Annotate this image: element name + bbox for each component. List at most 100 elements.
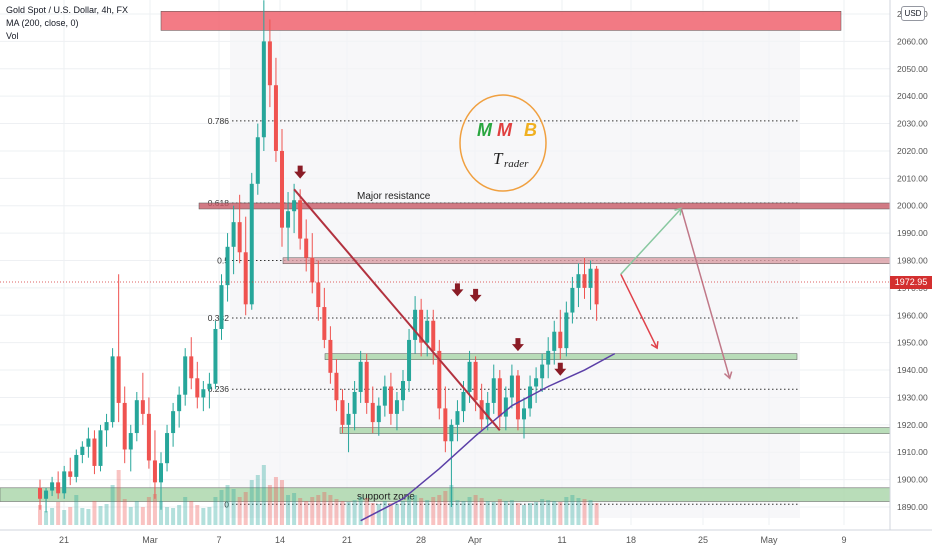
candle-body xyxy=(201,389,206,398)
candle-body xyxy=(522,408,526,420)
candle-body xyxy=(358,361,363,392)
zone-box xyxy=(282,257,891,265)
signal-arrows xyxy=(294,165,567,376)
volume-bar xyxy=(431,497,436,525)
candle-body xyxy=(491,378,496,403)
projection-arrowhead-icon xyxy=(650,341,659,350)
candle-body xyxy=(98,430,103,466)
candle-body xyxy=(528,386,533,409)
y-tick-label: 1990.00 xyxy=(897,228,928,238)
volume-bar xyxy=(140,507,145,525)
indicator-ma: MA (200, close, 0) xyxy=(6,18,79,28)
volume-bar xyxy=(491,502,496,525)
volume-bar xyxy=(249,480,254,525)
trendline xyxy=(293,188,501,431)
volume-bar xyxy=(195,505,200,525)
candle-body xyxy=(588,268,593,288)
candle-body xyxy=(394,400,399,414)
volume-bar xyxy=(213,497,218,525)
volume-bar xyxy=(86,509,91,525)
volume-bar xyxy=(116,470,121,525)
candle-body xyxy=(56,482,61,494)
volume-bar xyxy=(231,489,236,525)
candle-body xyxy=(128,433,133,450)
candle-body xyxy=(273,85,278,151)
volume-bar xyxy=(50,508,55,525)
candle-body xyxy=(68,471,73,477)
candle-body xyxy=(413,309,418,340)
downtrend-line xyxy=(293,188,501,431)
fib-level-label: 0.236 xyxy=(208,384,230,394)
candle-body xyxy=(594,268,599,305)
volume-bar xyxy=(401,501,405,525)
candle-body xyxy=(213,328,218,384)
candle-body xyxy=(171,411,176,434)
x-tick-label: 21 xyxy=(59,535,69,545)
chart-legend: Gold Spot / U.S. Dollar, 4h, FX MA (200,… xyxy=(6,4,128,43)
volume-bar xyxy=(280,480,284,525)
down-arrow-icon xyxy=(469,288,482,302)
currency-button[interactable]: USD xyxy=(901,6,925,21)
candle-body xyxy=(38,487,42,499)
candle-body xyxy=(576,274,581,288)
candle-body xyxy=(195,378,200,398)
projection-arrowhead-icon xyxy=(723,371,733,380)
candle-body xyxy=(401,381,405,401)
candle-body xyxy=(419,309,424,343)
volume-bar xyxy=(177,505,182,525)
candle-body xyxy=(370,402,375,423)
volume-bar xyxy=(128,507,133,525)
candle-body xyxy=(267,41,272,86)
volume-bar xyxy=(437,495,442,525)
volume-bar xyxy=(528,503,533,525)
volume-bar xyxy=(407,497,412,525)
volume-bar xyxy=(159,501,163,525)
logo-ring xyxy=(459,94,547,192)
volume-bar xyxy=(594,503,599,525)
volume-bar xyxy=(316,495,321,525)
volume-bar xyxy=(273,477,278,525)
candle-body xyxy=(346,413,351,425)
current-price-tag: 1972.95 xyxy=(890,276,932,289)
volume-bar xyxy=(582,499,587,525)
volume-bar xyxy=(382,501,387,525)
candle-body xyxy=(207,383,212,390)
logo-letter-2: M xyxy=(497,120,513,140)
y-tick-label: 2010.00 xyxy=(897,173,928,183)
candle-body xyxy=(225,246,230,286)
candle-body xyxy=(316,282,321,308)
fib-level-label: 0.382 xyxy=(208,313,230,323)
volume-bar xyxy=(534,502,539,525)
candle-body xyxy=(388,386,393,414)
projection-line xyxy=(620,207,682,275)
volume-bar xyxy=(134,501,139,525)
candle-body xyxy=(243,252,248,305)
candle-body xyxy=(340,400,345,425)
candle-body xyxy=(449,424,454,442)
logo: M M B T rader xyxy=(459,94,547,192)
zones: Major resistance support zone xyxy=(0,11,891,503)
candle-body xyxy=(146,413,151,461)
candle-body xyxy=(509,375,514,398)
candle-body xyxy=(364,361,369,403)
fib-level-label: 0 xyxy=(224,499,229,509)
x-tick-label: 18 xyxy=(626,535,636,545)
candle-body xyxy=(286,211,291,228)
fib-level-label: 0.5 xyxy=(217,256,229,266)
volume-bar xyxy=(497,499,502,525)
volume-bar xyxy=(104,504,109,525)
ma-line xyxy=(360,352,616,522)
zone-box xyxy=(160,11,842,31)
candle-body xyxy=(255,137,260,184)
volume-bar xyxy=(558,502,563,525)
candle-body xyxy=(177,394,182,412)
fib-level-label: 0.786 xyxy=(208,116,230,126)
logo-letter-1: M xyxy=(477,120,493,140)
down-arrow-icon xyxy=(451,283,464,297)
volume-bars xyxy=(38,465,599,525)
volume-bar xyxy=(570,495,575,525)
candle-body xyxy=(461,391,466,412)
candle-body xyxy=(582,274,587,288)
zone-label: Major resistance xyxy=(357,191,431,202)
